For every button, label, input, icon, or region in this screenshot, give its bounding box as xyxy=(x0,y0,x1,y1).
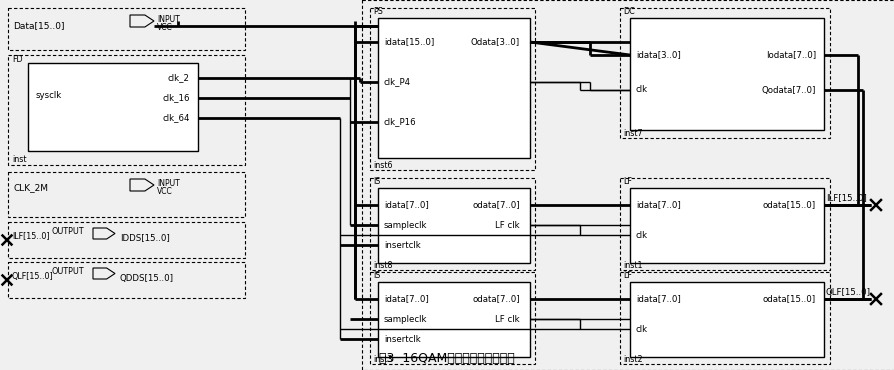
Text: ILF[15..0]: ILF[15..0] xyxy=(12,232,50,240)
Text: OUTPUT: OUTPUT xyxy=(52,268,85,276)
Bar xyxy=(370,272,535,364)
Text: VCC: VCC xyxy=(157,188,173,196)
Text: clk: clk xyxy=(636,231,648,239)
Text: idata[3..0]: idata[3..0] xyxy=(636,50,680,60)
Text: FD: FD xyxy=(12,56,22,64)
Text: odata[7..0]: odata[7..0] xyxy=(472,201,520,209)
Text: inst3: inst3 xyxy=(373,354,392,363)
Text: clk_64: clk_64 xyxy=(163,114,190,122)
Text: inst1: inst1 xyxy=(623,260,643,269)
Bar xyxy=(620,8,830,138)
Text: QLF[15..0]: QLF[15..0] xyxy=(826,287,871,296)
Text: odata[15..0]: odata[15..0] xyxy=(763,201,816,209)
Text: OUTPUT: OUTPUT xyxy=(52,228,85,236)
Text: clk_16: clk_16 xyxy=(163,94,190,102)
Bar xyxy=(378,18,530,158)
Text: INPUT: INPUT xyxy=(157,16,180,24)
Text: INPUT: INPUT xyxy=(157,179,180,188)
Text: inst: inst xyxy=(12,155,27,165)
Text: inst8: inst8 xyxy=(373,260,392,269)
Text: DC: DC xyxy=(623,7,635,16)
Bar xyxy=(630,18,824,130)
Text: LF clk: LF clk xyxy=(495,221,520,229)
Text: LF: LF xyxy=(623,270,632,279)
Text: idata[7..0]: idata[7..0] xyxy=(384,201,429,209)
Text: clk_2: clk_2 xyxy=(168,74,190,83)
Text: idata[7..0]: idata[7..0] xyxy=(384,295,429,303)
Bar xyxy=(8,262,245,298)
Text: Qodata[7..0]: Qodata[7..0] xyxy=(762,85,816,94)
Text: insertclk: insertclk xyxy=(384,334,421,343)
Text: PS: PS xyxy=(373,7,383,16)
Text: clk_P4: clk_P4 xyxy=(384,77,411,87)
Text: insertclk: insertclk xyxy=(384,240,421,249)
Text: clk: clk xyxy=(636,324,648,333)
Bar xyxy=(370,8,535,170)
Bar xyxy=(620,272,830,364)
Text: sysclk: sysclk xyxy=(36,91,63,100)
Text: Odata[3..0]: Odata[3..0] xyxy=(471,37,520,47)
Text: inst7: inst7 xyxy=(623,128,643,138)
Text: LF clk: LF clk xyxy=(495,314,520,323)
Bar xyxy=(28,63,198,151)
Text: VCC: VCC xyxy=(157,24,173,33)
Bar xyxy=(620,178,830,270)
Text: idata[7..0]: idata[7..0] xyxy=(636,201,680,209)
Text: LF: LF xyxy=(623,176,632,185)
Text: inst6: inst6 xyxy=(373,161,392,169)
Text: ILF[15..0]: ILF[15..0] xyxy=(826,194,867,202)
Text: QDDS[15..0]: QDDS[15..0] xyxy=(120,273,174,283)
Bar xyxy=(8,222,245,258)
Text: clk: clk xyxy=(636,85,648,94)
Bar xyxy=(630,188,824,263)
Bar xyxy=(8,172,245,217)
Text: Iodata[7..0]: Iodata[7..0] xyxy=(766,50,816,60)
Text: QLF[15..0]: QLF[15..0] xyxy=(12,272,54,280)
Text: sampleclk: sampleclk xyxy=(384,314,427,323)
Bar xyxy=(630,282,824,357)
Text: IS: IS xyxy=(373,270,380,279)
Text: CLK_2M: CLK_2M xyxy=(13,184,48,192)
Text: IDDS[15..0]: IDDS[15..0] xyxy=(120,233,170,242)
Bar xyxy=(370,178,535,270)
Bar xyxy=(8,8,245,50)
Bar xyxy=(378,282,530,357)
Text: inst2: inst2 xyxy=(623,354,643,363)
Bar xyxy=(8,55,245,165)
Text: idata[15..0]: idata[15..0] xyxy=(384,37,434,47)
Text: Data[15..0]: Data[15..0] xyxy=(13,21,64,30)
Text: 图3  16QAM调制器的顶层设计图: 图3 16QAM调制器的顶层设计图 xyxy=(379,352,515,364)
Text: IS: IS xyxy=(373,176,380,185)
Text: odata[15..0]: odata[15..0] xyxy=(763,295,816,303)
Text: idata[7..0]: idata[7..0] xyxy=(636,295,680,303)
Text: odata[7..0]: odata[7..0] xyxy=(472,295,520,303)
Text: clk_P16: clk_P16 xyxy=(384,118,417,127)
Bar xyxy=(378,188,530,263)
Text: sampleclk: sampleclk xyxy=(384,221,427,229)
